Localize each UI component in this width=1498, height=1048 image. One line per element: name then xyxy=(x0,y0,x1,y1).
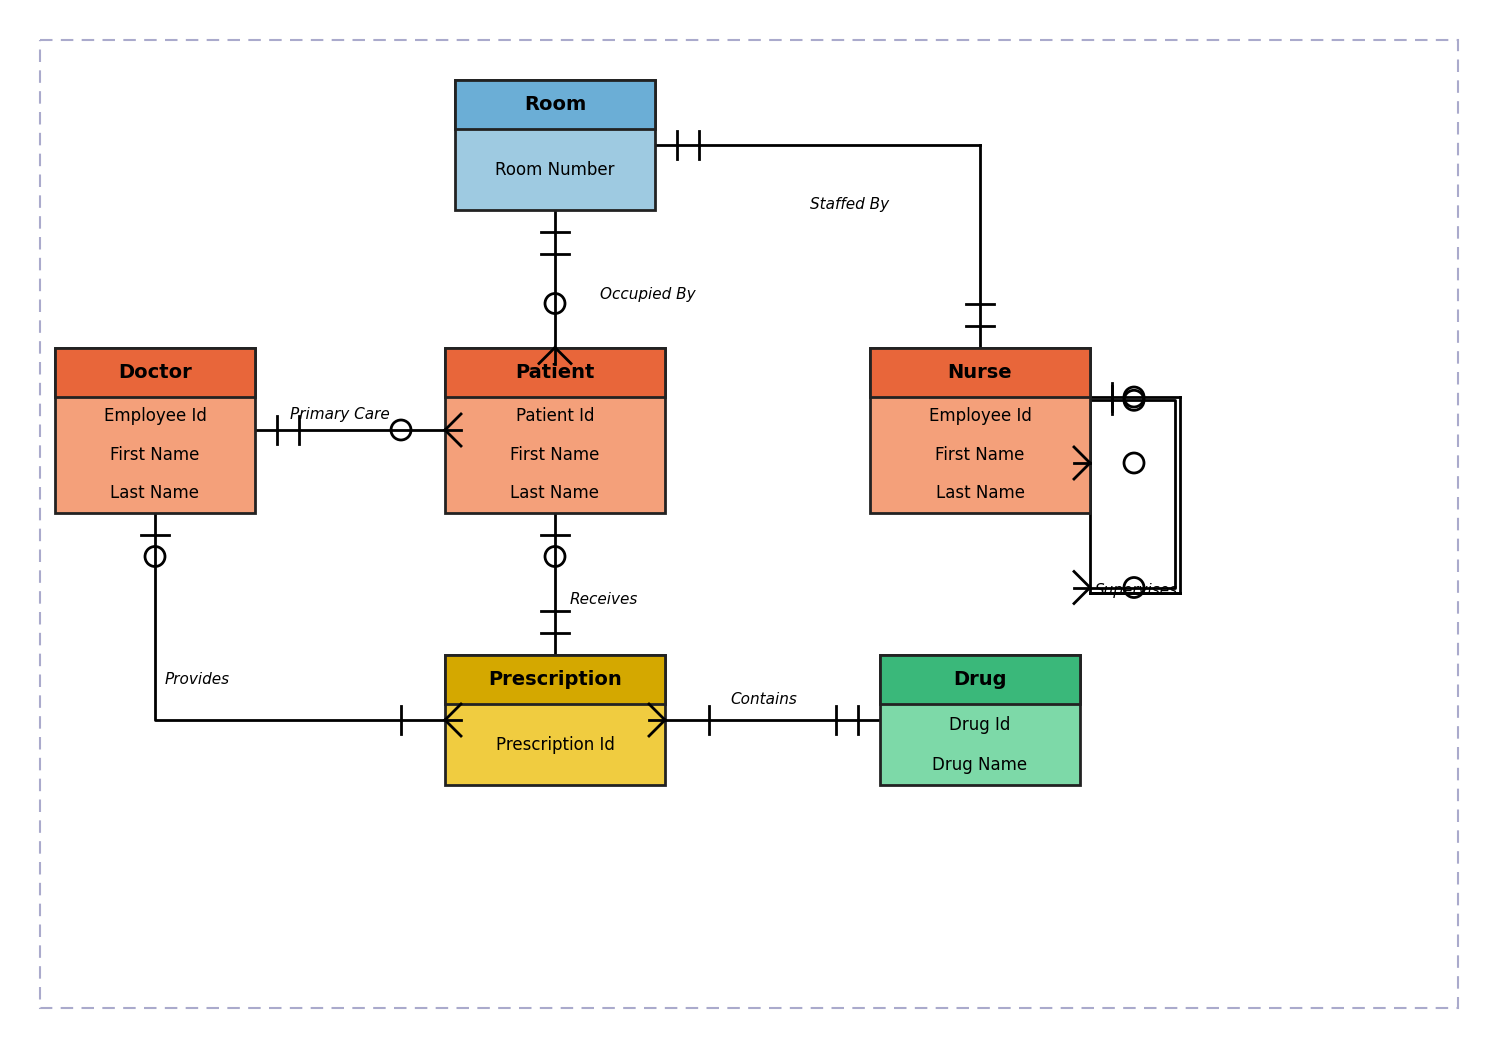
Text: Room: Room xyxy=(524,95,586,114)
Bar xyxy=(455,80,655,129)
Text: Receives: Receives xyxy=(571,592,638,608)
Text: Primary Care: Primary Care xyxy=(291,408,389,422)
Text: Room Number: Room Number xyxy=(496,160,614,179)
Text: Staffed By: Staffed By xyxy=(810,197,890,213)
Text: Employee Id: Employee Id xyxy=(929,408,1032,425)
Bar xyxy=(445,348,665,512)
Bar xyxy=(455,80,655,210)
Bar xyxy=(55,348,255,512)
Text: Patient Id: Patient Id xyxy=(515,408,595,425)
Bar xyxy=(445,655,665,704)
Text: Nurse: Nurse xyxy=(948,363,1013,381)
Text: Supervises: Supervises xyxy=(1095,583,1177,597)
Bar xyxy=(879,655,1080,704)
Text: Doctor: Doctor xyxy=(118,363,192,381)
Text: Last Name: Last Name xyxy=(111,484,199,502)
Bar xyxy=(870,348,1091,397)
Text: Occupied By: Occupied By xyxy=(601,287,695,303)
Text: First Name: First Name xyxy=(111,445,199,464)
Text: Contains: Contains xyxy=(730,693,797,707)
Text: First Name: First Name xyxy=(511,445,599,464)
Text: Patient: Patient xyxy=(515,363,595,381)
Bar xyxy=(445,655,665,785)
Text: Prescription: Prescription xyxy=(488,671,622,690)
Text: First Name: First Name xyxy=(935,445,1025,464)
Bar xyxy=(870,348,1091,512)
Bar xyxy=(445,348,665,397)
Bar xyxy=(55,348,255,397)
Text: Drug: Drug xyxy=(953,671,1007,690)
Text: Last Name: Last Name xyxy=(511,484,599,502)
Text: Last Name: Last Name xyxy=(935,484,1025,502)
Text: Provides: Provides xyxy=(165,673,231,687)
Text: Employee Id: Employee Id xyxy=(103,408,207,425)
Text: Drug Id: Drug Id xyxy=(950,716,1011,734)
Text: Prescription Id: Prescription Id xyxy=(496,736,614,754)
Text: Drug Name: Drug Name xyxy=(932,756,1028,773)
Bar xyxy=(879,655,1080,785)
